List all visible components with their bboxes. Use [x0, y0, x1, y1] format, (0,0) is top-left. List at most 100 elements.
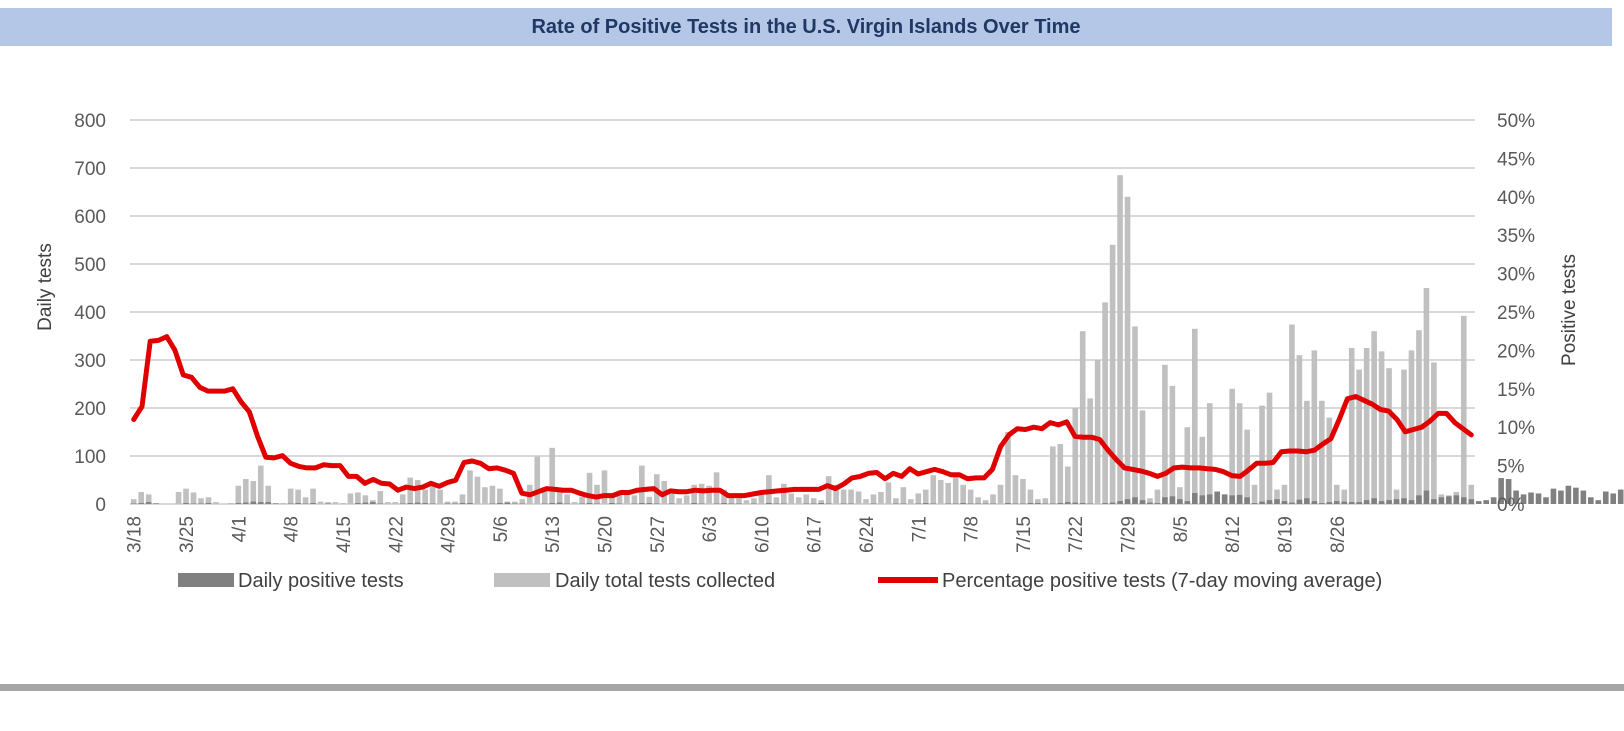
total-tests-bar	[818, 500, 824, 504]
x-tick-label: 6/17	[805, 516, 826, 553]
positive-tests-bar	[1304, 498, 1310, 504]
total-tests-bar	[1147, 498, 1153, 504]
total-tests-bar	[1266, 392, 1273, 504]
total-tests-bar	[1094, 360, 1101, 504]
legend-label-line: Percentage positive tests (7-day moving …	[942, 570, 1382, 592]
total-tests-bar	[1333, 484, 1340, 504]
total-tests-bar	[803, 494, 810, 504]
positive-tests-bar	[1147, 502, 1153, 504]
x-tick-label: 6/24	[857, 516, 878, 553]
total-tests-bar	[519, 499, 526, 504]
positive-tests-bar	[1401, 498, 1407, 504]
positive-tests-bar	[549, 503, 555, 504]
positive-tests-bar	[1550, 488, 1557, 504]
positive-tests-bar	[1206, 494, 1213, 504]
total-tests-bar	[1020, 479, 1026, 504]
right-axis-ticks: 0% 5% 10% 15% 20% 25% 30% 35% 40% 45% 50%	[1497, 111, 1535, 516]
positive-tests-bar	[960, 503, 966, 504]
positive-tests-bar	[639, 503, 645, 504]
x-tick-label: 5/20	[596, 516, 617, 553]
positive-tests-bar	[370, 502, 376, 504]
total-tests-bar	[646, 496, 653, 504]
total-tests-bar	[1251, 484, 1258, 504]
total-tests-bar	[1124, 196, 1131, 505]
total-tests-bar	[683, 495, 690, 504]
positive-tests-bar	[1371, 498, 1377, 504]
total-tests-bar	[1341, 489, 1348, 504]
positive-tests-bar	[1498, 478, 1504, 504]
total-tests-bar	[541, 487, 548, 504]
positive-tests-bar	[1132, 497, 1138, 504]
positive-tests-bar	[407, 503, 414, 504]
total-tests-bar	[175, 492, 182, 504]
total-tests-bar	[1162, 364, 1168, 504]
total-tests-bar	[698, 483, 705, 504]
positive-tests-bar	[1102, 503, 1108, 504]
total-tests-bar	[840, 489, 847, 504]
positive-tests-bar	[1558, 490, 1564, 504]
positive-tests-bar	[235, 503, 242, 504]
positive-tests-bar	[1311, 501, 1318, 504]
positive-tests-bar	[310, 503, 316, 504]
total-tests-bar	[452, 501, 458, 504]
positive-tests-bar	[1296, 499, 1303, 504]
chart-title: Rate of Positive Tests in the U.S. Virgi…	[531, 15, 1081, 38]
total-tests-bar	[1236, 403, 1243, 504]
total-tests-bar	[325, 502, 331, 504]
y-tick-label: 100	[74, 447, 106, 468]
y2-tick-label: 15%	[1497, 380, 1535, 401]
total-tests-bar	[1393, 489, 1400, 504]
positive-tests-bar	[1221, 494, 1228, 504]
total-tests-bar	[1229, 388, 1235, 504]
positive-tests-bar	[243, 502, 249, 504]
legend-swatch-positive	[178, 573, 234, 587]
positive-tests-bar	[1393, 499, 1400, 504]
total-tests-bar	[474, 476, 481, 504]
total-tests-bar	[833, 484, 839, 504]
positive-tests-bar	[1319, 503, 1325, 504]
total-tests-bar	[1431, 362, 1437, 504]
total-tests-bar	[751, 498, 757, 504]
positive-tests-bar	[1431, 499, 1437, 504]
total-tests-bars	[130, 175, 1475, 505]
x-tick-label: 8/5	[1171, 516, 1192, 542]
chart-title-bar: Rate of Positive Tests in the U.S. Virgi…	[0, 8, 1612, 46]
positive-tests-bar	[1573, 487, 1579, 504]
total-tests-bar	[743, 500, 750, 504]
positive-tests-bar	[1505, 479, 1512, 504]
x-tick-label: 5/6	[491, 516, 512, 542]
y2-tick-label: 30%	[1497, 265, 1535, 286]
positive-tests-bar	[1154, 503, 1161, 504]
total-tests-bar	[788, 493, 795, 504]
total-tests-bar	[1348, 348, 1355, 504]
y2-tick-label: 35%	[1497, 226, 1535, 247]
positive-tests-bar	[1356, 502, 1362, 504]
total-tests-bar	[1206, 403, 1213, 504]
total-tests-bar	[407, 477, 414, 504]
gridlines	[130, 119, 1475, 505]
y2-tick-label: 20%	[1497, 341, 1535, 362]
total-tests-bar	[960, 484, 966, 504]
total-tests-bar	[482, 487, 488, 504]
total-tests-bar	[758, 490, 765, 504]
y2-tick-label: 50%	[1497, 111, 1535, 132]
total-tests-bar	[1281, 484, 1288, 504]
total-tests-bar	[601, 470, 608, 504]
total-tests-bar	[556, 489, 563, 504]
positive-tests-bar	[183, 503, 189, 504]
positive-tests-bar	[145, 502, 152, 504]
positive-tests-bar	[1281, 501, 1288, 504]
total-tests-bar	[512, 501, 518, 504]
legend: Daily positive tests Daily total tests c…	[178, 570, 1382, 592]
positive-tests-bar	[1588, 497, 1594, 504]
y-tick-label: 600	[74, 207, 106, 228]
total-tests-bar	[937, 480, 944, 504]
total-tests-bar	[1326, 417, 1333, 504]
x-tick-label: 4/22	[386, 516, 407, 553]
total-tests-bar	[668, 493, 675, 504]
total-tests-bar	[855, 491, 862, 504]
total-tests-bar	[1460, 315, 1467, 504]
positive-tests-bar	[265, 502, 272, 504]
x-axis-ticks: 3/18 3/25 4/1 4/8 4/15 4/22 4/29 5/6 5/13 5/20 5/2…	[125, 516, 1349, 553]
bottom-divider	[0, 684, 1624, 691]
